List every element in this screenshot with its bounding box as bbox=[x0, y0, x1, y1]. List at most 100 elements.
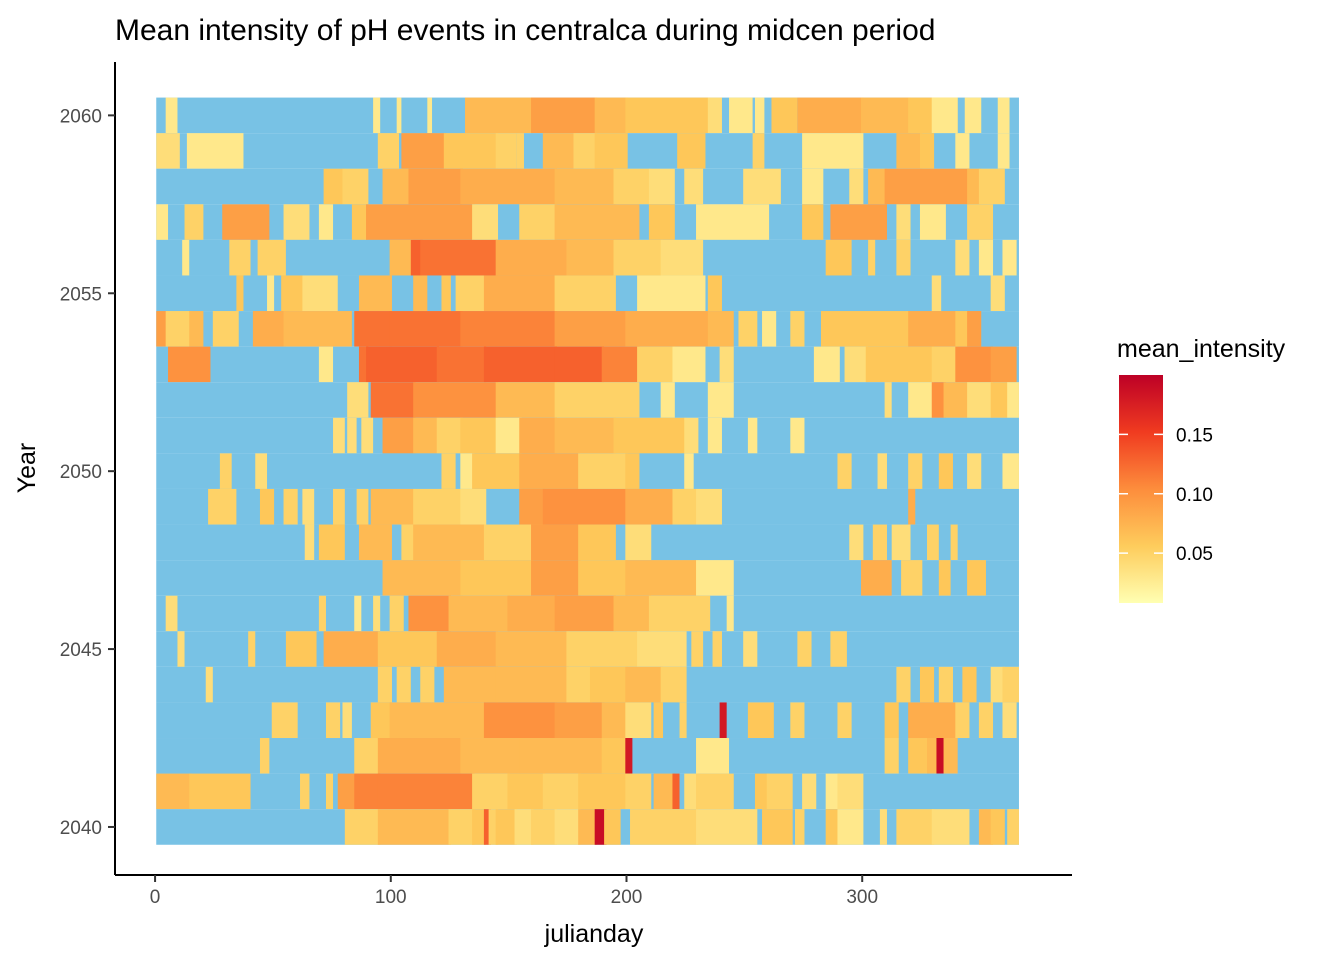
chart-title: Mean intensity of pH events in centralca… bbox=[115, 14, 935, 47]
heatmap-cell bbox=[927, 738, 939, 774]
heatmap-cell bbox=[967, 311, 982, 347]
heatmap-cell bbox=[460, 453, 475, 489]
heatmap-cell bbox=[771, 97, 798, 134]
heatmap-cell bbox=[413, 275, 428, 312]
heatmap-cell bbox=[354, 738, 381, 774]
heatmap-cell bbox=[738, 311, 758, 347]
heatmap-cell bbox=[978, 239, 994, 276]
heatmap-cell bbox=[325, 773, 334, 810]
heatmap-cell bbox=[802, 773, 817, 810]
heatmap-cell bbox=[389, 239, 414, 276]
heatmap-cell bbox=[208, 488, 237, 525]
heatmap-cell bbox=[719, 702, 727, 739]
heatmap-cell bbox=[872, 524, 887, 561]
heatmap-cell bbox=[460, 488, 487, 525]
heatmap-cell bbox=[413, 488, 463, 525]
heatmap-cell bbox=[877, 453, 887, 489]
heatmap-cell bbox=[625, 666, 664, 703]
heatmap-cell bbox=[318, 524, 345, 561]
heatmap-cell bbox=[566, 631, 640, 667]
heatmap-cell bbox=[366, 346, 440, 383]
heatmap-cell bbox=[672, 488, 699, 525]
heatmap-cell bbox=[408, 595, 451, 632]
heatmap-cell bbox=[318, 204, 334, 240]
heatmap-cell bbox=[212, 311, 239, 347]
heatmap-cell bbox=[967, 560, 986, 596]
heatmap-cell bbox=[594, 809, 607, 845]
heatmap-cell bbox=[884, 168, 970, 205]
heatmap-cell bbox=[908, 97, 935, 134]
heatmap-cell bbox=[554, 204, 640, 240]
heatmap-cell bbox=[613, 168, 652, 205]
heatmap-cell bbox=[205, 666, 213, 703]
heatmap-cell bbox=[578, 524, 616, 561]
heatmap-cell bbox=[285, 631, 317, 667]
heatmap-cell bbox=[849, 524, 864, 561]
heatmap-cell bbox=[802, 204, 824, 240]
heatmap-cell bbox=[997, 133, 1010, 169]
heatmap-cell bbox=[495, 382, 557, 418]
heatmap-cell bbox=[267, 275, 275, 312]
heatmap-cell bbox=[990, 346, 1017, 383]
heatmap-cell bbox=[696, 809, 758, 845]
heatmap-cell bbox=[441, 275, 451, 312]
heatmap-cell bbox=[389, 595, 404, 632]
heatmap-cell bbox=[361, 417, 374, 454]
heatmap-cell bbox=[919, 204, 946, 240]
heatmap-cell bbox=[797, 631, 812, 667]
heatmap-cell bbox=[472, 773, 510, 810]
heatmap-cell bbox=[896, 133, 923, 169]
heatmap-cell bbox=[495, 239, 569, 276]
heatmap-cell bbox=[519, 204, 557, 240]
heatmap-cell bbox=[795, 809, 805, 845]
heatmap-cell bbox=[613, 417, 687, 454]
heatmap-cell bbox=[377, 738, 463, 774]
heatmap-cell bbox=[990, 809, 1005, 845]
heatmap-cell bbox=[542, 488, 628, 525]
heatmap-cell bbox=[865, 346, 935, 383]
heatmap-cell bbox=[578, 809, 598, 845]
heatmap-cell bbox=[377, 666, 392, 703]
heatmap-cell bbox=[495, 631, 569, 667]
y-tick-label: 2050 bbox=[60, 462, 102, 483]
heatmap-cell bbox=[637, 275, 706, 312]
heatmap-cell bbox=[707, 97, 722, 134]
heatmap-cell bbox=[927, 524, 939, 561]
heatmap-cell bbox=[483, 275, 557, 312]
heatmap-cell bbox=[919, 666, 935, 703]
heatmap-cell bbox=[472, 453, 522, 489]
heatmap-cell bbox=[653, 773, 675, 810]
heatmap-cell bbox=[861, 560, 892, 596]
heatmap-cell bbox=[613, 239, 664, 276]
heatmap-cell bbox=[389, 702, 487, 739]
heatmap-cell bbox=[884, 382, 892, 418]
heatmap-cell bbox=[382, 560, 463, 596]
heatmap-cell bbox=[802, 133, 864, 169]
heatmap-cell bbox=[648, 168, 675, 205]
heatmap-cell bbox=[931, 275, 942, 312]
heatmap-cell bbox=[236, 275, 244, 312]
heatmap-cell bbox=[696, 738, 730, 774]
legend-tick-label: 0.15 bbox=[1176, 425, 1213, 446]
axes: 0 100 200 300 2040 2045 2050 2055 2060 bbox=[60, 62, 1072, 908]
heatmap-cell bbox=[743, 168, 781, 205]
heatmap-cell bbox=[156, 133, 180, 169]
heatmap-cell bbox=[601, 738, 628, 774]
heatmap-cell bbox=[554, 311, 628, 347]
heatmap-cell bbox=[879, 809, 887, 845]
heatmap-cell bbox=[325, 702, 341, 739]
legend-title: mean_intensity bbox=[1117, 335, 1286, 363]
heatmap-cell bbox=[382, 168, 411, 205]
heatmap-cell bbox=[436, 346, 487, 383]
heatmap-cell bbox=[955, 702, 970, 739]
heatmap-cell bbox=[460, 560, 534, 596]
heatmap-cell bbox=[370, 488, 416, 525]
heatmap-cell bbox=[507, 773, 546, 810]
heatmap-cell bbox=[868, 168, 887, 205]
heatmap-cell bbox=[884, 702, 899, 739]
heatmap-cell bbox=[938, 666, 953, 703]
heatmap-cell bbox=[248, 631, 256, 667]
heatmap-cell bbox=[252, 311, 286, 347]
heatmap-cell bbox=[601, 702, 628, 739]
heatmap-cell bbox=[707, 382, 734, 418]
